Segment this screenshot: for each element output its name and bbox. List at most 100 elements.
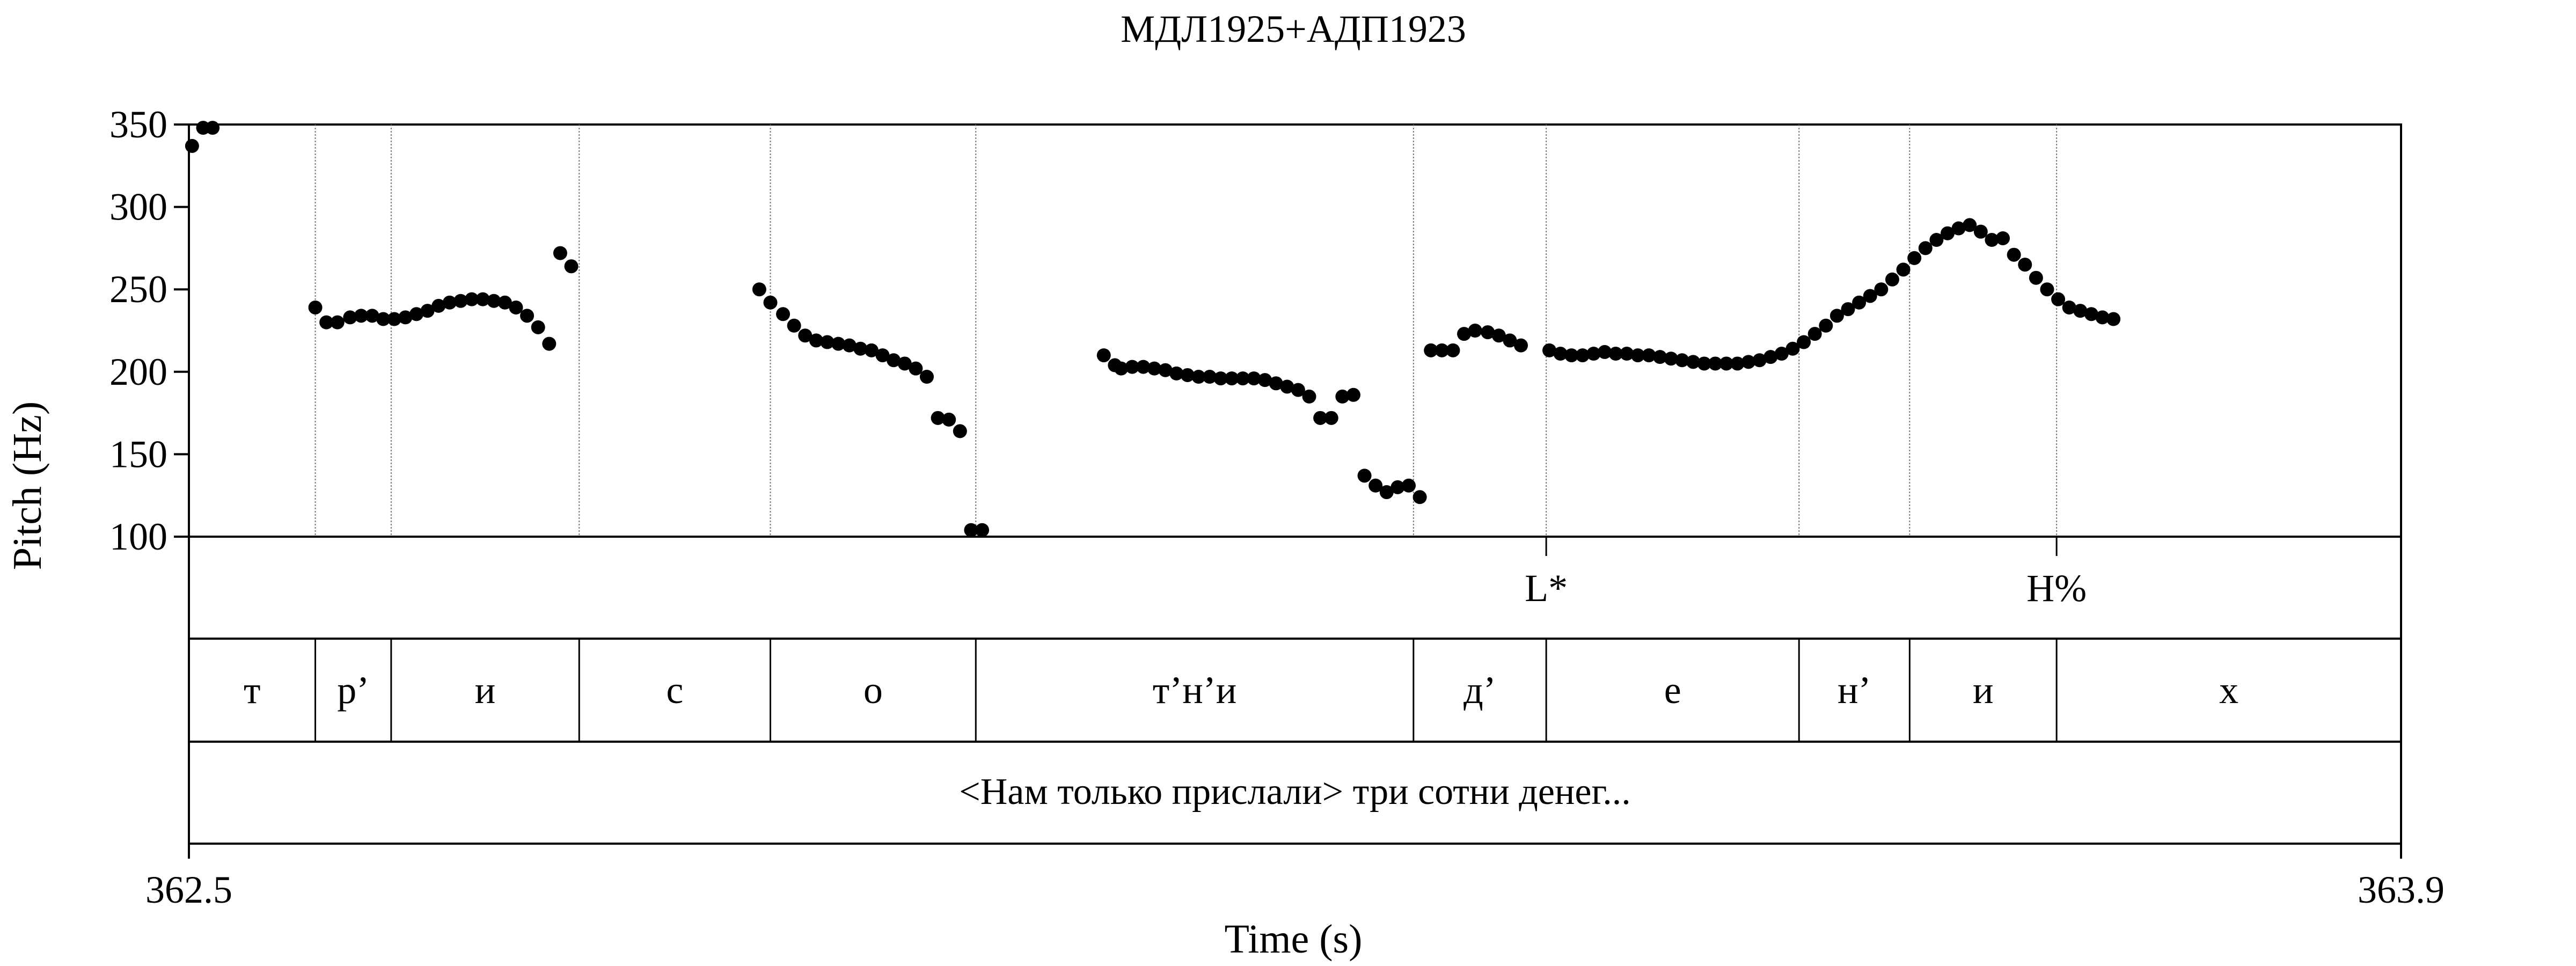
pitch-point xyxy=(1302,389,1316,404)
pitch-point xyxy=(1147,361,1161,376)
pitch-point xyxy=(1664,352,1678,366)
y-tick-label: 150 xyxy=(109,433,167,475)
tone-tier: L* H% xyxy=(1525,567,2087,610)
pitch-point xyxy=(2084,307,2098,321)
segment-label: р’ xyxy=(337,669,369,712)
tier-lines xyxy=(189,536,2401,743)
pitch-point xyxy=(1357,469,1372,483)
pitch-point xyxy=(1752,353,1767,368)
pitch-point xyxy=(1653,350,1667,364)
pitch-point xyxy=(1586,347,1601,361)
pitch-point xyxy=(343,310,357,325)
pitch-point xyxy=(1863,289,1877,303)
pitch-point xyxy=(1564,348,1579,363)
tone-label: L* xyxy=(1525,567,1568,610)
pitch-point xyxy=(919,370,934,384)
pitch-point xyxy=(1424,343,1438,357)
pitch-point xyxy=(1730,356,1745,371)
pitch-point xyxy=(520,309,535,323)
pitch-point xyxy=(431,298,446,313)
pitch-point xyxy=(1797,335,1811,349)
pitch-point xyxy=(1391,480,1405,494)
x-axis-ticks: 362.5 363.9 xyxy=(145,844,2445,911)
pitch-point xyxy=(1503,333,1517,348)
pitch-point xyxy=(831,336,846,351)
y-tick-label: 100 xyxy=(109,515,167,558)
pitch-point xyxy=(185,138,199,153)
pitch-point xyxy=(875,348,890,363)
pitch-point xyxy=(1269,376,1283,391)
boundary-lines xyxy=(314,125,2058,742)
pitch-point xyxy=(942,412,956,427)
pitch-point xyxy=(1598,345,1612,359)
pitch-point xyxy=(2106,312,2121,326)
pitch-point xyxy=(1785,341,1800,356)
pitch-point xyxy=(1852,295,1867,310)
pitch-points xyxy=(185,121,2121,537)
pitch-point xyxy=(798,328,813,343)
pitch-point xyxy=(1918,241,1933,255)
chart-title: МДЛ1925+АДП1923 xyxy=(1121,8,1466,50)
segment-label: т’н’и xyxy=(1153,669,1236,712)
pitch-point xyxy=(409,307,423,321)
x-axis-label: Time (s) xyxy=(1225,917,1363,962)
pitch-point xyxy=(787,318,801,333)
pitch-point xyxy=(1096,348,1111,363)
pitch-point xyxy=(442,295,457,310)
pitch-point xyxy=(453,294,468,308)
pitch-point xyxy=(1575,348,1590,363)
pitch-point xyxy=(1247,371,1261,386)
pitch-point xyxy=(864,343,879,357)
pitch-point xyxy=(1973,224,1988,239)
pitch-point xyxy=(1940,226,1955,240)
pitch-point xyxy=(809,333,823,348)
pitch-point xyxy=(1481,325,1495,340)
pitch-point xyxy=(2040,282,2054,297)
pitch-point xyxy=(1169,366,1184,380)
pitch-point xyxy=(1225,371,1239,386)
pitch-point xyxy=(897,356,912,371)
pitch-point xyxy=(1191,370,1206,384)
pitch-point xyxy=(1741,355,1756,369)
pitch-point xyxy=(1435,343,1449,357)
pitch-point xyxy=(1807,327,1822,341)
y-tick-label: 350 xyxy=(109,103,167,146)
pitch-point xyxy=(1719,356,1733,371)
segment-label: х xyxy=(2219,669,2238,712)
y-tick-label: 300 xyxy=(109,186,167,229)
pitch-point xyxy=(842,338,857,353)
pitch-point xyxy=(206,121,220,135)
pitch-point xyxy=(1874,282,1889,297)
pitch-point xyxy=(909,361,923,376)
sentence-label: <Нам только прислали> три сотни денег... xyxy=(959,771,1631,813)
pitch-point xyxy=(1963,218,1977,232)
pitch-point xyxy=(953,424,967,438)
pitch-point xyxy=(1335,389,1350,404)
pitch-point xyxy=(2029,270,2043,285)
pitch-point xyxy=(1907,251,1922,265)
pitch-point xyxy=(564,259,579,274)
pitch-point xyxy=(1446,343,1460,357)
pitch-point xyxy=(1514,338,1528,353)
pitch-point xyxy=(465,292,479,306)
pitch-point xyxy=(2051,292,2066,306)
pitch-point xyxy=(2095,310,2110,325)
pitch-point xyxy=(1896,262,1911,277)
segment-label: и xyxy=(475,669,496,712)
pitch-point xyxy=(1401,478,1416,493)
pitch-point xyxy=(763,295,778,310)
pitch-point xyxy=(887,353,901,368)
pitch-point xyxy=(2062,300,2076,314)
plot-frame xyxy=(188,123,2402,845)
pitch-point xyxy=(509,300,523,314)
pitch-point xyxy=(1491,328,1506,343)
pitch-point xyxy=(387,312,401,326)
pitch-point xyxy=(1468,324,1482,338)
y-tick-label: 200 xyxy=(109,350,167,393)
pitch-point xyxy=(1457,327,1472,341)
pitch-point xyxy=(1324,411,1338,425)
pitch-point xyxy=(975,523,990,537)
y-tick-label: 250 xyxy=(109,268,167,311)
segment-label: д’ xyxy=(1463,669,1496,712)
